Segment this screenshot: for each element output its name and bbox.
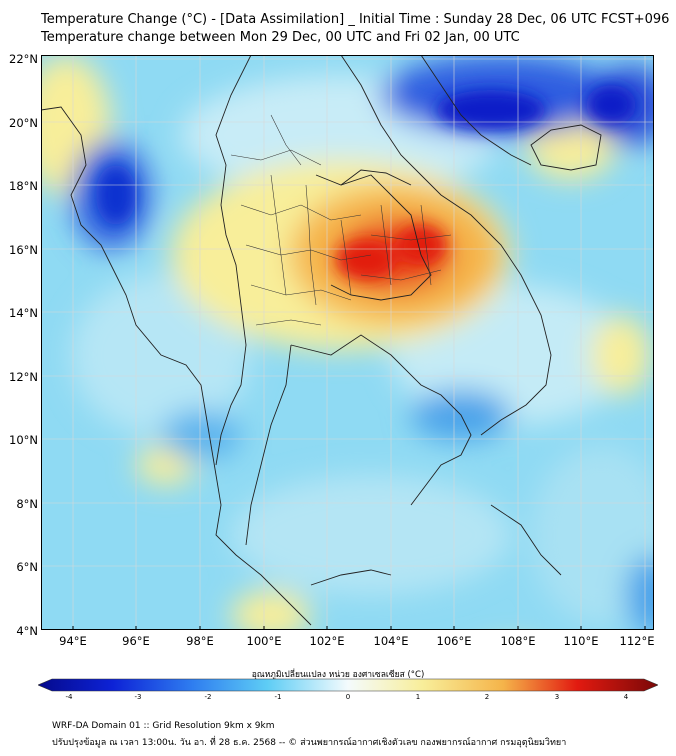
lon-label: 102°E [309,634,345,648]
lat-label: 4°N [16,624,38,638]
lon-label: 100°E [246,634,282,648]
temperature-change-map [41,55,654,630]
lat-label: 16°N [9,243,38,257]
map-frame [41,55,654,630]
map-graticule [41,55,654,630]
lon-label: 108°E [500,634,536,648]
map-title: Temperature Change (°C) - [Data Assimila… [41,12,670,27]
colorbar-tick: -3 [134,693,142,701]
footer-credit: ปรับปรุงข้อมูล ณ เวลา 13:00น. วัน อา. ที… [52,738,567,748]
colorbar-tick: -4 [65,693,73,701]
colorbar-tick: 4 [623,693,629,701]
lon-label: 110°E [563,634,599,648]
lat-label: 6°N [16,560,38,574]
lat-label: 10°N [9,433,38,447]
colorbar-tick: -1 [274,693,282,701]
map-subtitle: Temperature change between Mon 29 Dec, 0… [41,30,520,45]
lat-label: 20°N [9,116,38,130]
footer-model-info: WRF-DA Domain 01 :: Grid Resolution 9km … [52,721,275,731]
temperature-field [41,55,654,630]
lat-label: 14°N [9,306,38,320]
lon-label: 96°E [122,634,150,648]
lon-label: 106°E [436,634,472,648]
lon-label: 98°E [186,634,214,648]
colorbar-tick: 0 [345,693,351,701]
colorbar-tick: 2 [484,693,490,701]
colorbar-title: อุณหภูมิเปลี่ยนแปลง หน่วย องศาเซลเซียส (… [251,670,425,680]
colorbar-bar [38,678,658,692]
lat-label: 12°N [9,370,38,384]
lat-label: 22°N [9,52,38,66]
province-borders [230,114,452,326]
country-borders [41,55,602,626]
lat-label: 18°N [9,179,38,193]
lon-label: 112°E [619,634,655,648]
colorbar-tick: -2 [204,693,212,701]
colorbar-tick: 3 [554,693,560,701]
lon-label: 104°E [373,634,409,648]
lon-label: 94°E [59,634,87,648]
lat-label: 8°N [16,497,38,511]
colorbar-tick: 1 [415,693,421,701]
colorbar [38,678,658,692]
